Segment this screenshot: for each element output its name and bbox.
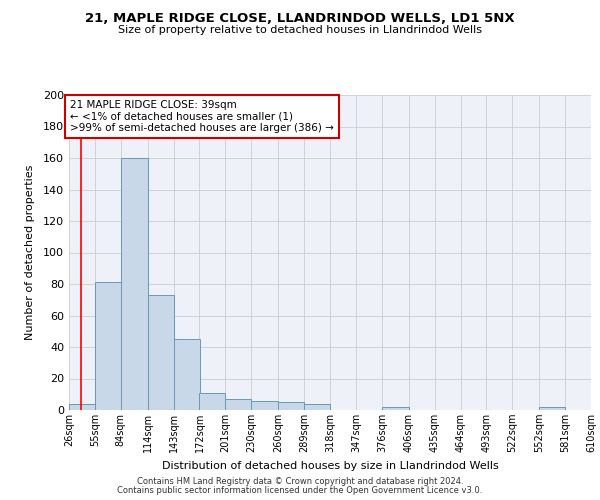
Bar [539, 407, 565, 410]
Bar [95, 282, 121, 410]
Bar [382, 407, 409, 410]
Bar [148, 295, 173, 410]
Text: Contains public sector information licensed under the Open Government Licence v3: Contains public sector information licen… [118, 486, 482, 495]
Y-axis label: Number of detached properties: Number of detached properties [25, 165, 35, 340]
Text: 21 MAPLE RIDGE CLOSE: 39sqm
← <1% of detached houses are smaller (1)
>99% of sem: 21 MAPLE RIDGE CLOSE: 39sqm ← <1% of det… [70, 100, 334, 133]
X-axis label: Distribution of detached houses by size in Llandrindod Wells: Distribution of detached houses by size … [161, 460, 499, 470]
Bar [69, 404, 95, 410]
Text: 21, MAPLE RIDGE CLOSE, LLANDRINDOD WELLS, LD1 5NX: 21, MAPLE RIDGE CLOSE, LLANDRINDOD WELLS… [85, 12, 515, 26]
Text: Contains HM Land Registry data © Crown copyright and database right 2024.: Contains HM Land Registry data © Crown c… [137, 477, 463, 486]
Text: Size of property relative to detached houses in Llandrindod Wells: Size of property relative to detached ho… [118, 25, 482, 35]
Bar [226, 399, 251, 410]
Bar [251, 400, 278, 410]
Bar [199, 392, 226, 410]
Bar [304, 404, 330, 410]
Bar [173, 339, 199, 410]
Bar [278, 402, 304, 410]
Bar [121, 158, 148, 410]
